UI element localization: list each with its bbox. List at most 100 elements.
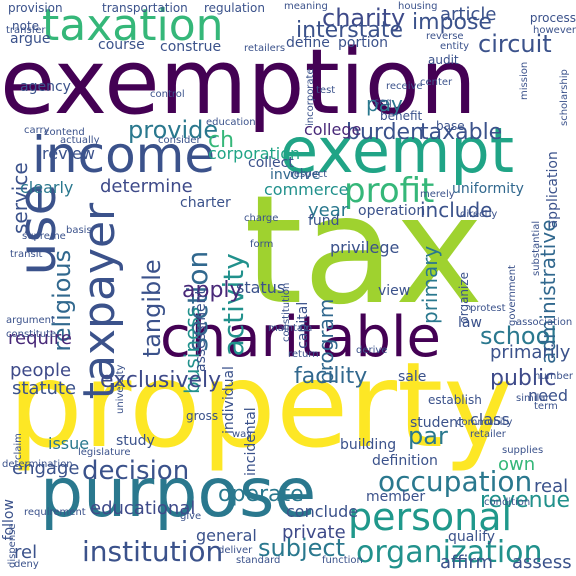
word-claim: claim (13, 433, 24, 460)
word-incidental: incidental (243, 407, 259, 476)
word-affirm: affirm (440, 552, 494, 573)
word-operation: operation (358, 203, 426, 219)
word-personal: personal (348, 495, 513, 539)
word-control: control (150, 89, 185, 100)
word-sale: sale (398, 369, 427, 385)
word-test: test (316, 85, 336, 96)
word-operate: operate (218, 482, 304, 507)
word-review: review (42, 144, 95, 163)
word-uniformity: uniformity (452, 181, 524, 197)
word-standard: standard (236, 555, 281, 566)
word-school: school (480, 322, 557, 350)
word-commerce: commerce (264, 180, 349, 199)
word-consider: consider (158, 135, 201, 146)
word-educational: educational (90, 498, 196, 519)
word-reverse: reverse (426, 31, 464, 42)
word-audit: audit (428, 53, 459, 67)
word-year: year (308, 200, 349, 221)
word-organization: organization (356, 535, 543, 570)
word-center: center (420, 77, 453, 88)
word-issue: issue (48, 434, 90, 453)
word-exemption: exemption (0, 30, 477, 135)
word-clearly: clearly (20, 178, 74, 197)
word-define: define (286, 35, 330, 51)
word-merely: merely (420, 189, 455, 200)
word-par: par (408, 422, 448, 450)
word-education: education (206, 117, 256, 128)
word-definition: definition (372, 453, 438, 469)
word-establish: establish (428, 393, 482, 407)
word-program: program (314, 298, 338, 384)
word-view: view (378, 283, 411, 299)
word-require: require (8, 328, 72, 349)
word-maintain: maintain (268, 323, 313, 334)
word-charter: charter (180, 195, 231, 211)
word-similar: similar (516, 393, 550, 404)
word-determine: determine (100, 176, 193, 197)
word-profit: profit (344, 171, 435, 211)
word-status: status (236, 278, 286, 297)
word-private: private (282, 522, 346, 543)
word-exempt: exempt (280, 114, 515, 187)
word-institution: institution (82, 535, 224, 568)
word-tax: tax (244, 164, 484, 338)
word-class: class (470, 410, 510, 429)
word-supplies: supplies (502, 445, 544, 456)
word-circuit: circuit (478, 30, 552, 58)
word-facility: facility (294, 364, 368, 389)
word-transportation: transportation (102, 1, 188, 15)
word-way: way (232, 429, 253, 440)
word-return: return (288, 349, 319, 360)
word-organize: organize (457, 271, 471, 324)
word-include: include (420, 198, 493, 222)
word-pay: pay (366, 92, 403, 116)
word-function: function (322, 555, 363, 566)
word-form: form (250, 239, 274, 250)
word-argument: argument (6, 315, 55, 326)
word-article: article (440, 4, 497, 25)
word-apply: apply (182, 278, 243, 303)
word-determination: determination (2, 459, 73, 470)
word-base: base (436, 119, 465, 133)
word-people: people (10, 360, 72, 381)
word-charity: charity (322, 4, 406, 32)
word-statute: statute (12, 378, 77, 399)
word-need: need (528, 386, 568, 405)
word-incorporate: incorporate (305, 68, 316, 126)
word-construe: construe (160, 39, 222, 55)
word-charge: charge (244, 213, 279, 224)
word-seq: seq (374, 97, 392, 108)
word-gross: gross (186, 409, 219, 423)
word-scholarship: scholarship (559, 69, 570, 126)
word-primarily: primarily (490, 342, 571, 363)
word-community: community (456, 417, 513, 428)
word-privilege: privilege (330, 238, 400, 257)
word-legislature: legislature (78, 447, 131, 458)
word-occupation: occupation (378, 465, 533, 498)
word-qualify: qualify (448, 529, 496, 545)
word-property: property (8, 336, 514, 474)
word-note: note (12, 19, 40, 33)
word-corporation: corporation (208, 144, 301, 163)
word-number: number (534, 371, 574, 382)
word-engage: engage (12, 458, 80, 479)
word-revenue: revenue (480, 488, 571, 513)
word-individual: individual (221, 366, 237, 434)
word-argue: argue (10, 31, 51, 47)
word-tangible: tangible (138, 259, 166, 358)
word-association: association (516, 317, 573, 328)
word-service: service (8, 162, 32, 234)
word-transit: transit (10, 249, 43, 260)
word-student: student (410, 415, 464, 431)
word-respect: respect (290, 169, 328, 180)
word-constitute: constitute (6, 329, 57, 340)
word-government: government (507, 265, 518, 326)
word-substantial: substantial (531, 220, 542, 276)
word-term: term (534, 401, 558, 412)
word-exclusively: exclusively (100, 368, 222, 393)
word-law: law (458, 315, 482, 331)
word-conclude: conclude (286, 502, 359, 521)
word-receive: receive (386, 81, 423, 92)
word-burden: burden (346, 120, 425, 145)
word-own: own (498, 454, 536, 475)
